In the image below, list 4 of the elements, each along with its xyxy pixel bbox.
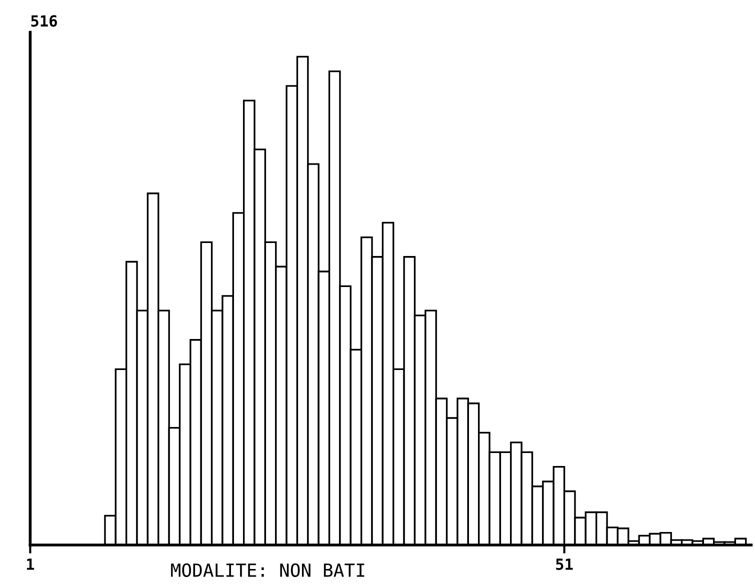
x-axis-title: MODALITE: NON BATI — [171, 563, 364, 577]
text: 516 — [31, 15, 57, 27]
x-tick-label: 51 — [556, 558, 573, 570]
x-tick-label: 1 — [27, 558, 34, 570]
